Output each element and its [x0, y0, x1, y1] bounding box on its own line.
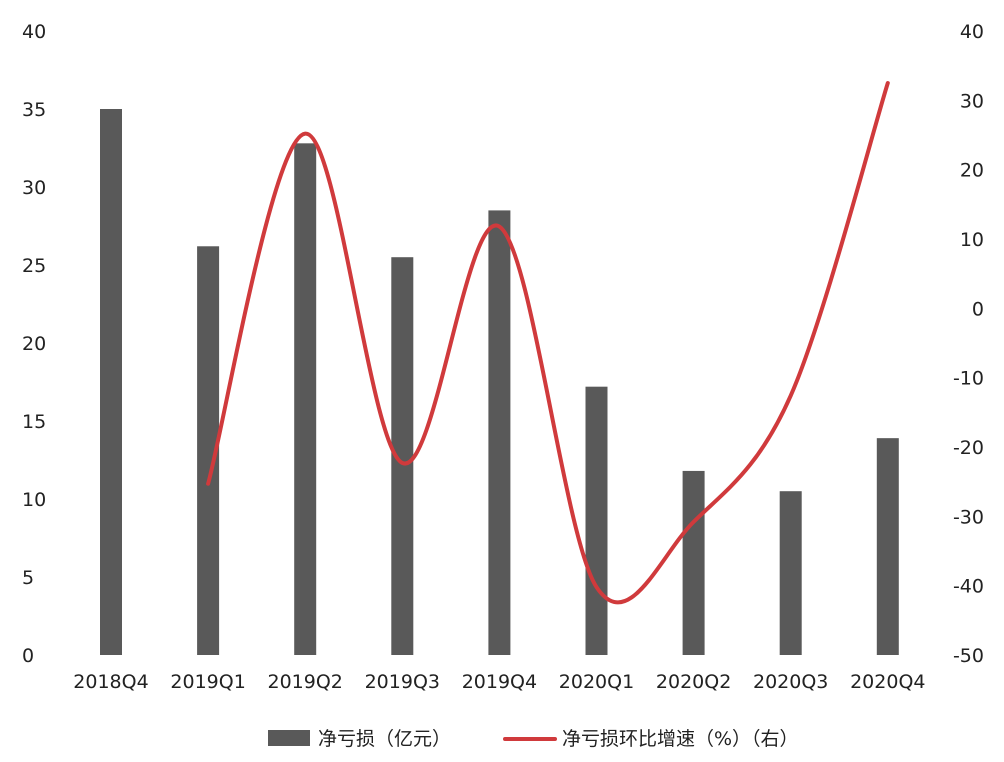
- legend-label-net-loss: 净亏损（亿元）: [318, 728, 451, 750]
- bar: [876, 438, 899, 655]
- left-tick-label: 10: [22, 489, 46, 511]
- right-tick-label: 30: [960, 90, 984, 112]
- x-tick-label: 2020Q4: [850, 671, 925, 693]
- legend: 净亏损（亿元） 净亏损环比增速（%）（右）: [268, 728, 799, 750]
- right-tick-label: 10: [960, 229, 984, 251]
- right-tick-label: -40: [953, 576, 984, 598]
- left-tick-label: 0: [22, 645, 34, 667]
- right-axis: -50 -40 -30 -20 -10 0 10 20 30 40: [953, 21, 984, 667]
- right-tick-label: -50: [953, 645, 984, 667]
- left-axis: 0 5 10 15 20 25 30 35 40: [22, 21, 46, 667]
- right-tick-label: 40: [960, 21, 984, 43]
- legend-swatch-net-loss: [268, 730, 310, 746]
- bar: [488, 210, 511, 655]
- bar: [779, 491, 802, 655]
- left-tick-label: 20: [22, 333, 46, 355]
- left-tick-label: 35: [22, 99, 46, 121]
- x-tick-label: 2020Q2: [656, 671, 731, 693]
- right-tick-label: -30: [953, 506, 984, 528]
- x-axis: 2018Q4 2019Q1 2019Q2 2019Q3 2019Q4 2020Q1 2020…: [73, 671, 925, 693]
- x-tick-label: 2019Q3: [365, 671, 440, 693]
- line-series: [206, 81, 890, 605]
- right-tick-label: 20: [960, 160, 984, 182]
- bar-series: [100, 109, 899, 655]
- x-tick-label: 2019Q2: [267, 671, 342, 693]
- bar: [294, 143, 317, 655]
- bar: [100, 109, 122, 655]
- left-tick-label: 15: [22, 411, 46, 433]
- legend-item-net-loss: 净亏损（亿元）: [268, 728, 451, 750]
- x-tick-label: 2019Q1: [170, 671, 245, 693]
- legend-item-qoq-growth: 净亏损环比增速（%）（右）: [503, 728, 799, 750]
- left-tick-label: 40: [22, 21, 46, 43]
- right-tick-label: 0: [972, 298, 984, 320]
- bar: [197, 246, 220, 655]
- x-tick-label: 2020Q1: [559, 671, 634, 693]
- left-tick-label: 30: [22, 177, 46, 199]
- right-tick-label: -10: [953, 368, 984, 390]
- growth-line: [206, 81, 890, 605]
- left-tick-label: 5: [22, 567, 34, 589]
- left-tick-label: 25: [22, 255, 46, 277]
- bar: [585, 386, 608, 655]
- bar: [682, 470, 705, 655]
- right-tick-label: -20: [953, 437, 984, 459]
- x-tick-label: 2018Q4: [73, 671, 148, 693]
- bar: [391, 257, 414, 655]
- x-tick-label: 2020Q3: [753, 671, 828, 693]
- x-tick-label: 2019Q4: [462, 671, 537, 693]
- legend-label-qoq-growth: 净亏损环比增速（%）（右）: [562, 728, 799, 750]
